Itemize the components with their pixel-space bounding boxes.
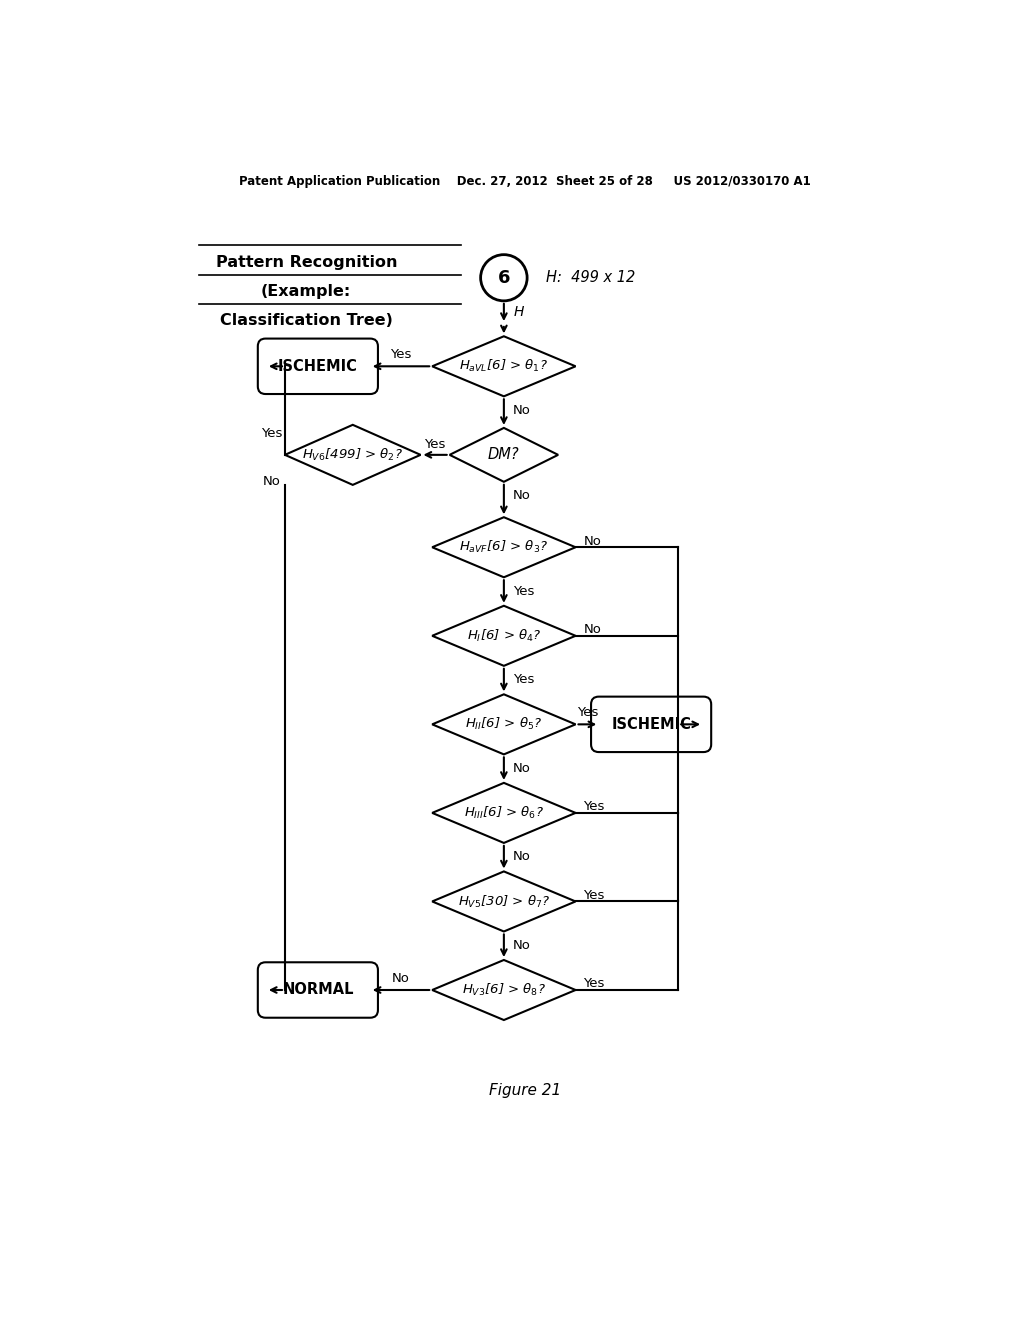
Text: $H_{aVL}$[6] > $\theta_1$?: $H_{aVL}$[6] > $\theta_1$? <box>460 358 548 375</box>
Text: No: No <box>584 535 601 548</box>
Text: $H_{V6}$[499] > $\theta_2$?: $H_{V6}$[499] > $\theta_2$? <box>302 446 403 463</box>
Text: Yes: Yes <box>584 888 605 902</box>
Text: Patent Application Publication    Dec. 27, 2012  Sheet 25 of 28     US 2012/0330: Patent Application Publication Dec. 27, … <box>239 176 811 187</box>
Text: H:  499 x 12: H: 499 x 12 <box>547 271 636 285</box>
Text: No: No <box>263 475 281 488</box>
Text: ISCHEMIC: ISCHEMIC <box>278 359 357 374</box>
Text: Yes: Yes <box>584 977 605 990</box>
Text: Classification Tree): Classification Tree) <box>220 313 392 329</box>
Text: Yes: Yes <box>261 426 283 440</box>
Text: 6: 6 <box>498 269 510 286</box>
Text: No: No <box>584 623 601 636</box>
Text: NORMAL: NORMAL <box>283 982 353 998</box>
Text: Yes: Yes <box>513 585 535 598</box>
Text: Yes: Yes <box>584 800 605 813</box>
Text: (Example:: (Example: <box>261 284 351 300</box>
Text: Yes: Yes <box>513 673 535 686</box>
Text: $H_{aVF}$[6] > $\theta_3$?: $H_{aVF}$[6] > $\theta_3$? <box>460 539 549 556</box>
Text: Figure 21: Figure 21 <box>488 1082 561 1098</box>
Text: No: No <box>392 972 410 985</box>
Text: $H_{V3}$[6] > $\theta_8$?: $H_{V3}$[6] > $\theta_8$? <box>462 982 546 998</box>
Text: $H_{V5}$[30] > $\theta_7$?: $H_{V5}$[30] > $\theta_7$? <box>458 894 550 909</box>
Text: Yes: Yes <box>390 348 412 362</box>
Text: No: No <box>513 762 531 775</box>
Text: H: H <box>513 305 523 319</box>
Text: No: No <box>513 404 531 417</box>
Text: Yes: Yes <box>424 437 445 450</box>
Text: No: No <box>513 850 531 863</box>
Text: Yes: Yes <box>577 706 598 719</box>
Text: ISCHEMIC: ISCHEMIC <box>611 717 691 731</box>
Text: $H_{III}$[6] > $\theta_6$?: $H_{III}$[6] > $\theta_6$? <box>464 805 544 821</box>
Text: $H_{II}$[6] > $\theta_5$?: $H_{II}$[6] > $\theta_5$? <box>465 717 543 733</box>
Text: $H_I$[6] > $\theta_4$?: $H_I$[6] > $\theta_4$? <box>467 628 541 644</box>
Text: DM?: DM? <box>488 447 520 462</box>
Text: Pattern Recognition: Pattern Recognition <box>215 255 397 269</box>
Text: No: No <box>513 939 531 952</box>
Text: No: No <box>513 490 531 502</box>
